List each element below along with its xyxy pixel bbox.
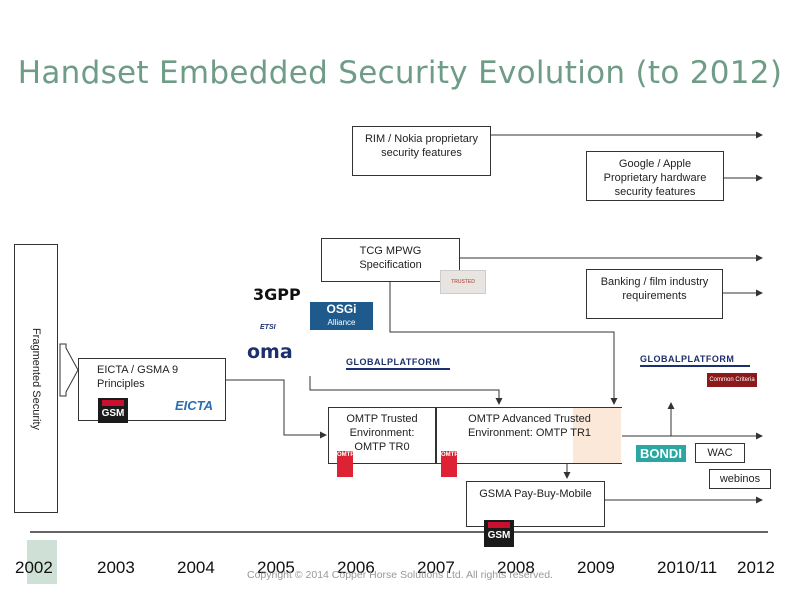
banking-line-1: Banking / film industry	[600, 276, 709, 288]
webinos-box: webinos	[709, 469, 771, 489]
eicta-gsma-label: EICTA / GSMA 9 Principles	[97, 364, 179, 390]
globalplatform-logo-2: GLOBALPLATFORM	[640, 354, 750, 367]
google-apple-line-1: Google / Apple	[618, 158, 692, 170]
gsma-label: GSMA Pay-Buy-Mobile	[479, 488, 592, 500]
year-2008: 2008	[497, 558, 535, 577]
omtp-tr0-box: OMTP Trusted Environment: OMTP TR0	[328, 407, 436, 464]
trusted-computing-logo: TRUSTED	[440, 270, 486, 294]
wac-label: WAC	[707, 447, 733, 459]
year-2006: 2006	[337, 558, 375, 577]
tr1-highlight	[573, 407, 621, 464]
year-2007: 2007	[417, 558, 455, 577]
banking-film-box: Banking / film industry requirements	[586, 269, 723, 319]
omtp-tr1-line-1: OMTP Advanced Trusted	[468, 413, 591, 425]
tcg-line-2: Specification	[359, 259, 422, 271]
rim-nokia-line-2: security features	[381, 147, 462, 159]
tcg-mpwg-box: TCG MPWG Specification	[321, 238, 460, 282]
etsi-logo: ETSI	[260, 324, 276, 331]
copyright-notice: Copyright © 2014 Copper Horse Solutions …	[247, 569, 553, 581]
osgi-logo-text: OSGi	[326, 302, 357, 316]
year-2009: 2009	[577, 558, 615, 577]
3gpp-logo: 3GPP	[253, 285, 301, 304]
year-2005: 2005	[257, 558, 295, 577]
gsm-logo: GSM	[98, 398, 128, 423]
google-apple-box: Google / Apple Proprietary hardware secu…	[586, 151, 724, 201]
osgi-logo: OSGi Alliance	[310, 302, 373, 330]
oma-logo: oma	[247, 341, 293, 363]
year-2003: 2003	[97, 558, 135, 577]
omtp-tr1-box: OMTP Advanced Trusted Environment: OMTP …	[436, 407, 622, 464]
omtp-tr0-line-2: Environment:	[349, 427, 415, 439]
eicta-logo: EICTA	[175, 398, 214, 413]
google-apple-line-2: Proprietary hardware	[603, 172, 707, 184]
webinos-label: webinos	[719, 473, 761, 485]
rim-nokia-line-1: RIM / Nokia proprietary	[364, 133, 479, 145]
page-title: Handset Embedded Security Evolution (to …	[17, 55, 783, 91]
rim-nokia-box: RIM / Nokia proprietary security feature…	[352, 126, 491, 176]
globalplatform-logo-1: GLOBALPLATFORM	[346, 357, 450, 370]
omtp-tr0-line-1: OMTP Trusted	[346, 413, 418, 425]
gsm-logo-2: GSM	[484, 520, 514, 547]
eicta-gsma-box: EICTA / GSMA 9 Principles	[78, 358, 226, 421]
gsma-pay-buy-mobile-box: GSMA Pay-Buy-Mobile	[466, 481, 605, 527]
omtp-logo-2: OMTP	[441, 451, 458, 477]
omtp-tr1-line-2: Environment: OMTP TR1	[467, 427, 592, 439]
year-2012: 2012	[737, 558, 775, 577]
osgi-logo-subtext: Alliance	[327, 318, 356, 327]
year-2010-11: 2010/11	[657, 558, 718, 577]
year-2004: 2004	[177, 558, 215, 577]
common-criteria-logo: Common Criteria	[707, 373, 757, 387]
year-2002: 2002	[15, 558, 53, 577]
tcg-line-1: TCG MPWG	[359, 245, 422, 257]
omtp-tr0-line-3: OMTP TR0	[354, 441, 410, 453]
google-apple-line-3: security features	[614, 186, 696, 198]
banking-line-2: requirements	[622, 290, 687, 302]
wac-box: WAC	[695, 443, 745, 463]
fragmented-security-label: Fragmented Security	[30, 327, 42, 430]
copper-horse-logo	[27, 540, 57, 584]
fragmented-security-box: Fragmented Security	[14, 244, 58, 513]
omtp-logo-1: OMTP	[337, 451, 354, 477]
bondi-logo: BONDI	[636, 445, 686, 462]
